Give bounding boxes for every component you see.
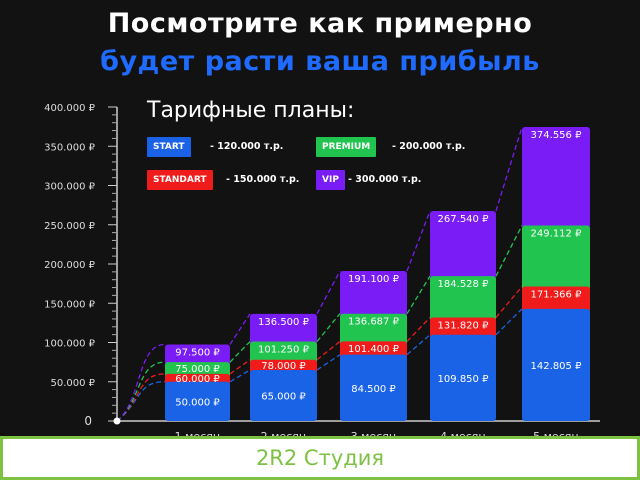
legend-price: - 120.000 т.р.: [210, 141, 284, 152]
bar-segment-vip: [430, 210, 496, 281]
trend-line-start: [116, 308, 523, 422]
y-tick-label: 100.000 ₽: [44, 339, 96, 350]
y-tick-label: 200.000 ₽: [44, 260, 96, 271]
trend-line-standart: [116, 286, 523, 422]
legend-badge-premium: PREMIUM: [316, 137, 377, 157]
bar-label: 101.400 ₽: [348, 344, 400, 355]
bar-label: 101.250 ₽: [258, 345, 310, 356]
bar-segment-start: [340, 354, 407, 421]
bar-segment-standart: [340, 341, 407, 359]
bar-label: 65.000 ₽: [261, 391, 306, 402]
legend-price: - 200.000 т.р.: [392, 141, 466, 152]
y-tick-label: 350.000 ₽: [44, 142, 96, 153]
legend-badge-start: START: [147, 137, 191, 157]
bar-label: 78.000 ₽: [261, 361, 306, 372]
bar-segment-start: [165, 381, 230, 421]
trend-line-premium: [116, 225, 523, 422]
bar-segment-vip: [165, 344, 230, 367]
bar-segment-premium: [522, 225, 590, 291]
bar-segment-standart: [430, 317, 496, 339]
studio-banner: 2R2 Студия: [0, 436, 640, 480]
bar-segment-vip: [340, 270, 407, 318]
bar-label: 50.000 ₽: [175, 397, 220, 408]
bar-segment-start: [430, 334, 496, 421]
bar-label: 267.540 ₽: [438, 214, 490, 225]
legend-price: - 150.000 т.р.: [226, 174, 300, 185]
bar-label: 75.000 ₽: [175, 364, 220, 375]
legend-price: - 300.000 т.р.: [348, 174, 422, 185]
bar-label: 60.000 ₽: [175, 374, 220, 385]
bar-label: 374.556 ₽: [531, 130, 583, 141]
bar-segment-premium: [340, 313, 407, 346]
bar-segment-vip: [250, 313, 317, 346]
bar-segment-vip: [522, 126, 590, 230]
bar-label: 109.850 ₽: [438, 374, 490, 385]
y-tick-label: 300.000 ₽: [44, 182, 96, 193]
origin-dot: [113, 417, 121, 425]
bar-label: 249.112 ₽: [531, 228, 583, 239]
bar-label: 136.500 ₽: [258, 317, 310, 328]
bar-segment-premium: [430, 276, 496, 322]
y-tick-label: 150.000 ₽: [44, 299, 96, 310]
y-tick-label: 50.000 ₽: [50, 378, 95, 389]
bar-label: 136.687 ₽: [348, 317, 400, 328]
bar-segment-premium: [250, 341, 317, 364]
bar-label: 191.100 ₽: [348, 274, 400, 285]
bar-label: 184.528 ₽: [438, 279, 490, 290]
bar-segment-standart: [522, 286, 590, 313]
bar-label: 171.366 ₽: [531, 289, 583, 300]
y-tick-label: 0: [84, 414, 92, 428]
trend-line-vip: [116, 126, 523, 422]
bar-segment-start: [522, 308, 590, 421]
headline-line-2: будет расти ваша прибыль: [100, 46, 540, 77]
legend-title: Тарифные планы:: [147, 98, 355, 123]
y-tick-label: 250.000 ₽: [44, 221, 96, 232]
y-tick-label: 400.000 ₽: [44, 103, 96, 114]
headline-line-1: Посмотрите как примерно: [107, 8, 533, 39]
bar-segment-start: [250, 369, 317, 421]
bar-label: 84.500 ₽: [351, 384, 396, 395]
legend-badge-standart: STANDART: [147, 170, 213, 190]
bar-label: 131.820 ₽: [438, 321, 490, 332]
bar-label: 97.500 ₽: [175, 347, 220, 358]
bar-label: 142.805 ₽: [531, 361, 583, 372]
legend-badge-vip: VIP: [316, 170, 345, 190]
